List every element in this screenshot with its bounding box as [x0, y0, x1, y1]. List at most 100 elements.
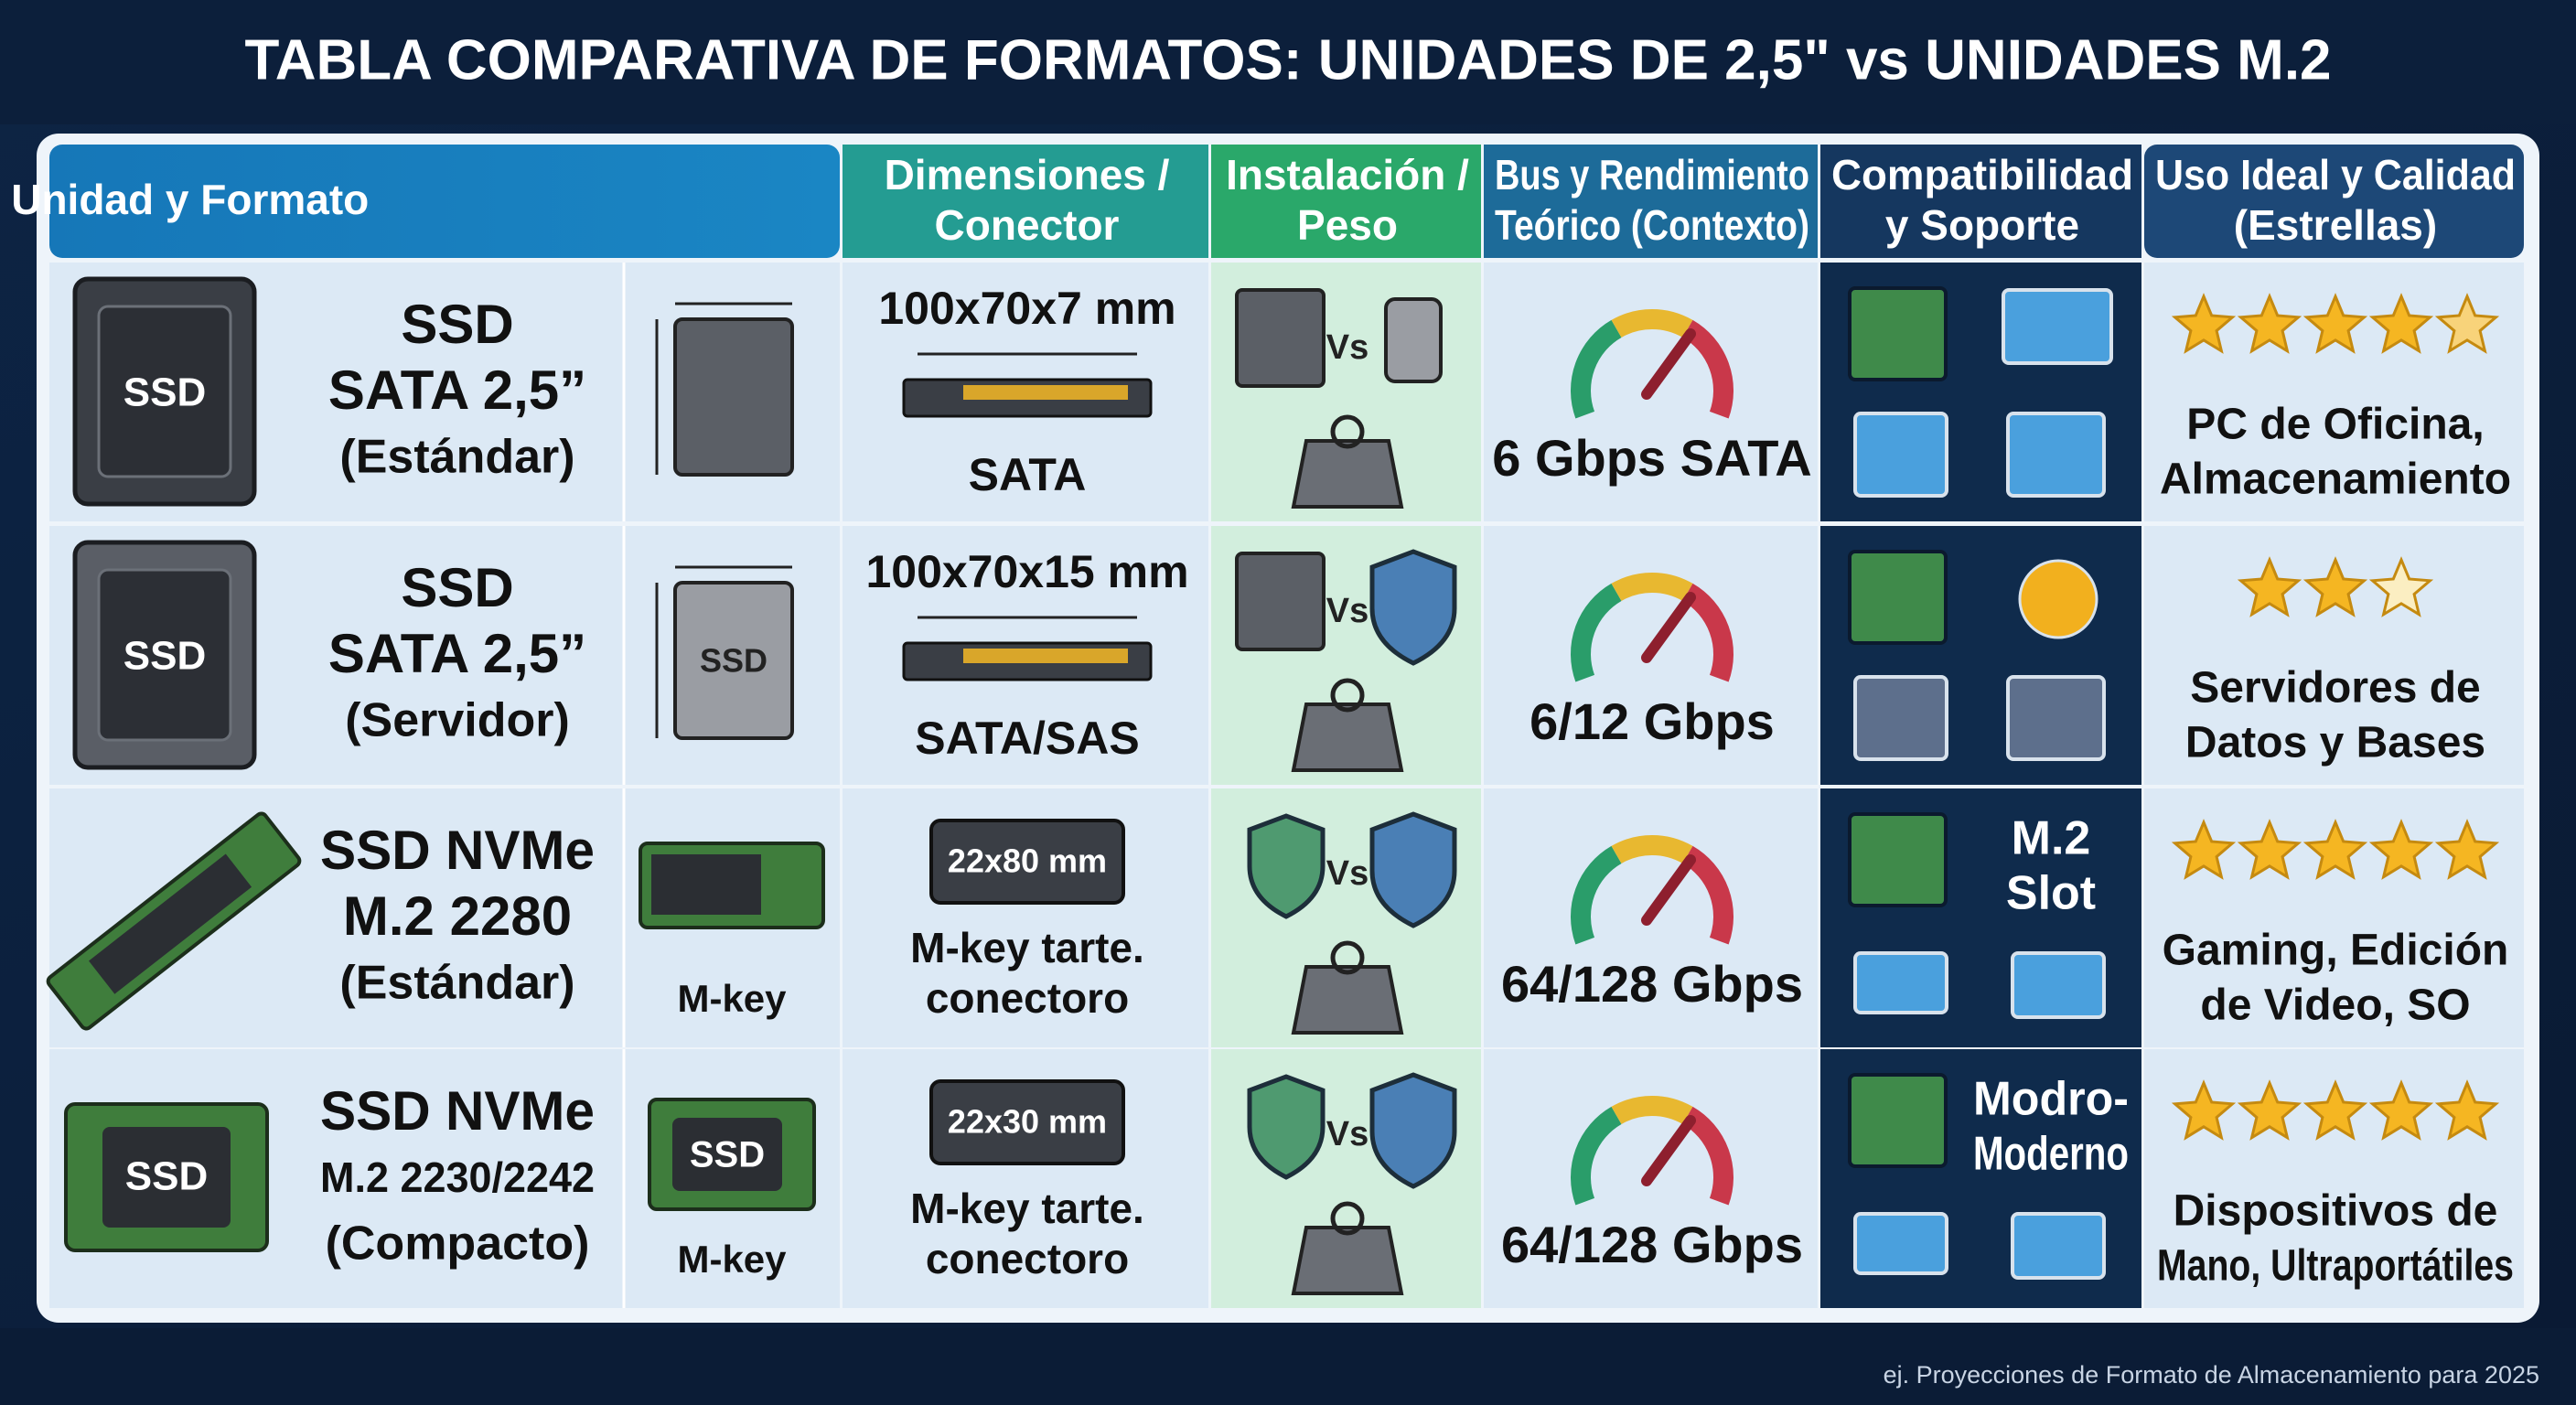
board-icon: [1848, 286, 1948, 381]
bus-speed: 64/128 Gbps: [1501, 955, 1803, 1013]
header-text: Teórico (Contexto): [1495, 201, 1809, 249]
rating-star: [2171, 1079, 2237, 1141]
icon-label: SSD: [123, 370, 206, 415]
drive-name: SSD NVMe: [320, 1080, 595, 1142]
bus-speed: 64/128 Gbps: [1501, 1216, 1803, 1273]
shield-icon: [1247, 813, 1326, 919]
chip: [929, 819, 1125, 905]
gauge-needle: [1641, 328, 1696, 400]
header-cell: [1820, 145, 2141, 258]
sun-icon: [2018, 559, 2098, 639]
weight-icon: [1291, 965, 1404, 1035]
diagram-label: SSD: [690, 1135, 765, 1175]
drive-face: [97, 568, 232, 742]
side-label: M-key: [677, 977, 787, 1020]
connector-label: M-key tarte.: [910, 924, 1144, 971]
header-text: Bus y Rendimiento: [1495, 151, 1809, 198]
gauge-arc: [1682, 845, 1733, 945]
drive-name: (Servidor): [345, 694, 570, 747]
chip: [929, 1079, 1125, 1165]
use-text: Datos y Bases: [2185, 719, 2485, 767]
rating-star: [2237, 819, 2302, 880]
header-text: (Estrellas): [2234, 201, 2437, 249]
drive-name: SSD: [401, 294, 513, 355]
vs-label: Vs: [1326, 328, 1368, 367]
weight-icon: [1291, 1226, 1404, 1295]
rating-star: [2237, 1079, 2302, 1141]
chip-label: 22x30 mm: [948, 1103, 1107, 1141]
drive-name: (Estándar): [339, 431, 574, 484]
gauge-arc: [1571, 1106, 1622, 1206]
diagram-label: SSD: [700, 642, 767, 680]
drive-name: SSD NVMe: [320, 820, 595, 881]
header-cell: [843, 145, 1208, 258]
gauge-arc: [1571, 319, 1622, 419]
vs-label: Vs: [1326, 1115, 1368, 1153]
use-text: Mano, Ultraportátiles: [2157, 1242, 2514, 1291]
board-icon: [1848, 1073, 1948, 1168]
m2-chip: [102, 1127, 231, 1228]
connector-label: SATA/SAS: [915, 713, 1139, 764]
compat-label: M.2: [2012, 812, 2091, 865]
title-band: [0, 0, 2576, 124]
screw-icon: [1384, 297, 1443, 383]
shield-icon: [1369, 549, 1457, 666]
gauge-arc: [1611, 309, 1693, 338]
device-icon: [1853, 1212, 1948, 1275]
device-icon: [2006, 412, 2106, 498]
header-cell: [1211, 145, 1481, 258]
compat-label: Modro-: [1973, 1073, 2129, 1126]
header-cell: [49, 145, 840, 258]
header-text: Dimensiones /: [885, 151, 1170, 198]
bus-speed: 6 Gbps SATA: [1492, 429, 1812, 487]
header-text: Peso: [1297, 201, 1398, 249]
connector-label: conectoro: [926, 1235, 1129, 1282]
shield-icon: [1247, 1074, 1326, 1180]
rating-star: [2368, 819, 2434, 880]
monitor-icon: [2002, 288, 2113, 365]
dimensions: 100x70x15 mm: [865, 546, 1188, 597]
header-text: Compatibilidad: [1831, 151, 2133, 198]
connector-pins: [963, 649, 1128, 663]
header-text: Uso Ideal y Calidad: [2155, 151, 2516, 198]
device-icon: [2006, 675, 2106, 761]
weight-icon: [1291, 439, 1404, 509]
gauge-needle: [1641, 592, 1696, 663]
rating-star: [2302, 293, 2368, 354]
rating-star: [2302, 1079, 2368, 1141]
side-label: M-key: [677, 1238, 787, 1281]
drive-name: SATA 2,5”: [328, 359, 586, 421]
rating-star: [2368, 1079, 2434, 1141]
gauge-arc: [1682, 319, 1733, 419]
m2-diagram-chip: [672, 1118, 782, 1191]
icon-label: SSD: [125, 1154, 208, 1199]
connector-pins: [963, 385, 1128, 400]
footer-band: [0, 1328, 2576, 1405]
header-cell: [1484, 145, 1818, 258]
rating-star: [2434, 293, 2500, 354]
weight-ring: [1330, 678, 1365, 713]
chip-label: 22x80 mm: [948, 842, 1107, 880]
drive-diagram: [673, 317, 794, 477]
use-text: Gaming, Edición: [2163, 927, 2509, 975]
m2-chip: [89, 853, 252, 994]
gauge-arc: [1571, 583, 1622, 682]
rating-star: [2434, 819, 2500, 880]
connector-label: M-key tarte.: [910, 1185, 1144, 1232]
device-icon: [2011, 951, 2106, 1019]
header-text: Instalación /: [1226, 151, 1469, 198]
bay-icon: [1235, 552, 1326, 651]
gauge-arc: [1611, 573, 1693, 602]
board-icon: [1848, 550, 1948, 645]
vs-label: Vs: [1326, 854, 1368, 893]
shield-icon: [1369, 1072, 1457, 1189]
rating-star: [2237, 556, 2302, 617]
connector-label: SATA: [969, 449, 1087, 500]
drive-name: (Compacto): [326, 1217, 590, 1271]
rating-star: [2237, 293, 2302, 354]
vs-label: Vs: [1326, 592, 1368, 630]
gauge-arc: [1682, 1106, 1733, 1206]
use-text: de Video, SO: [2200, 981, 2470, 1030]
gauge-needle: [1641, 854, 1696, 926]
